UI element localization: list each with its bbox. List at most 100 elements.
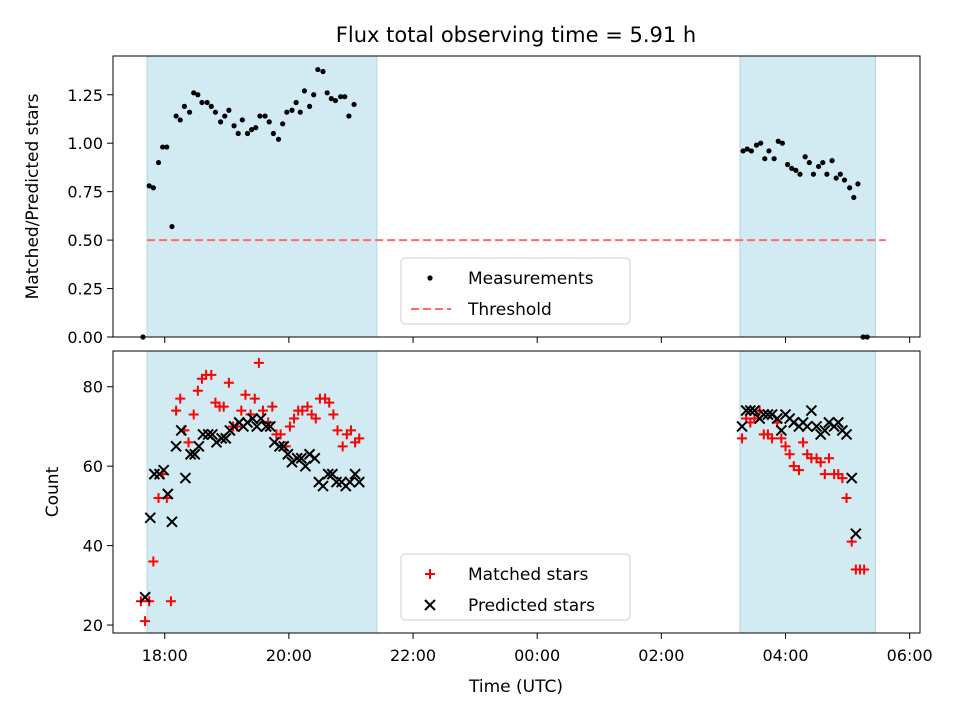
measurement-point	[744, 146, 750, 152]
x-tick-label: 06:00	[887, 646, 933, 665]
y-tick-label: 1.00	[67, 134, 103, 153]
measurement-point	[270, 130, 276, 137]
legend-label: Predicted stars	[468, 596, 595, 616]
measurement-point	[266, 119, 272, 125]
matched-star-point	[253, 357, 264, 368]
measurement-point	[740, 148, 746, 154]
matched-star-point	[218, 401, 229, 412]
legend-label: Threshold	[467, 300, 552, 320]
measurement-point	[191, 90, 197, 96]
matched-star-point	[737, 433, 748, 444]
matched-star-point	[354, 433, 365, 444]
matched-star-point	[324, 397, 335, 408]
matched-star-point	[165, 596, 176, 607]
x-axis-label: Time (UTC)	[468, 677, 563, 697]
matched-star-point	[148, 556, 159, 567]
predicted-star-point	[801, 420, 813, 433]
measurement-point	[289, 107, 295, 113]
measurement-point	[338, 94, 344, 100]
measurement-point	[150, 185, 156, 191]
predicted-star-point	[840, 428, 853, 441]
matched-star-point	[183, 437, 194, 448]
matched-star-point	[175, 393, 186, 404]
ratio-panel: 0.00 0.25 0.50 0.75 1.00 1.25 Matched/Predicte…	[23, 55, 921, 347]
predicted-star-point	[251, 420, 263, 433]
measurement-point	[346, 113, 352, 119]
predicted-star-point	[758, 408, 770, 421]
measurement-point	[301, 88, 308, 94]
matched-star-point	[240, 389, 251, 400]
measurement-point	[793, 167, 799, 173]
y-axis-label: Matched/Predicted stars	[23, 93, 43, 299]
y-tick-label: 20	[83, 616, 103, 635]
measurement-point	[841, 177, 848, 183]
legend-box	[400, 553, 631, 621]
predicted-star-point	[255, 412, 267, 425]
predicted-star-point	[299, 460, 312, 472]
matched-star-point	[332, 425, 343, 436]
predicted-star-point	[317, 480, 329, 492]
legend-label: Measurements	[468, 269, 594, 289]
measurement-point	[212, 109, 219, 115]
measurement-point	[802, 154, 808, 160]
predicted-star-point	[353, 476, 365, 488]
matched-star-point	[236, 405, 247, 416]
predicted-star-point	[220, 432, 232, 445]
measurement-point	[177, 117, 183, 123]
y-tick-label: 0.00	[67, 328, 103, 347]
measurement-point	[824, 171, 830, 177]
matched-star-point	[328, 409, 339, 420]
observing-window-shade	[146, 55, 378, 338]
measurement-point	[253, 125, 259, 131]
measurement-point	[789, 165, 795, 171]
measurement-point	[306, 103, 313, 109]
predicted-star-point	[157, 464, 170, 476]
measurement-point	[275, 136, 282, 142]
matched-star-point	[780, 441, 791, 452]
measurement-point	[847, 185, 853, 191]
predicted-star-point	[810, 420, 823, 433]
measurement-point	[766, 148, 772, 154]
measurement-point	[837, 171, 843, 177]
measurement-point	[351, 101, 357, 108]
measurement-point	[257, 113, 263, 119]
x-tick-label: 02:00	[638, 646, 684, 665]
measurement-point	[758, 140, 764, 146]
x-tick-label: 04:00	[762, 646, 808, 665]
predicted-star-point	[282, 448, 294, 460]
legend-label: Matched stars	[468, 565, 588, 585]
measurement-point	[332, 97, 339, 104]
legend-box	[400, 257, 631, 325]
y-tick-label: 60	[83, 457, 103, 476]
matched-star-point	[140, 616, 151, 627]
matched-star-point	[206, 369, 217, 380]
matched-star-point	[767, 433, 778, 444]
matched-star-point	[788, 461, 799, 472]
measurement-point	[204, 99, 210, 106]
matched-star-point	[171, 405, 182, 416]
predicted-star-point	[246, 412, 259, 425]
matched-star-point	[841, 492, 852, 503]
predicted-star-point	[148, 468, 161, 480]
predicted-star-point	[193, 440, 205, 453]
measurement-point	[851, 194, 857, 201]
measurement-point	[160, 144, 166, 150]
axes-frame	[112, 350, 921, 634]
measurement-point	[199, 99, 205, 106]
y-tick-label: 80	[83, 378, 103, 397]
predicted-star-point	[278, 440, 290, 453]
measurement-point	[748, 148, 754, 154]
measurement-point	[320, 68, 326, 75]
chart-title: Flux total observing time = 5.91 h	[336, 23, 696, 47]
predicted-star-point	[170, 440, 182, 453]
predicted-star-point	[295, 452, 308, 464]
predicted-star-point	[179, 472, 192, 484]
predicted-star-point	[260, 420, 272, 433]
predicted-star-point	[189, 448, 201, 460]
matched-star-point	[297, 405, 308, 416]
predicted-star-point	[805, 404, 818, 417]
predicted-star-point	[748, 404, 761, 417]
measurement-point	[855, 181, 861, 187]
matched-star-point	[345, 425, 356, 436]
